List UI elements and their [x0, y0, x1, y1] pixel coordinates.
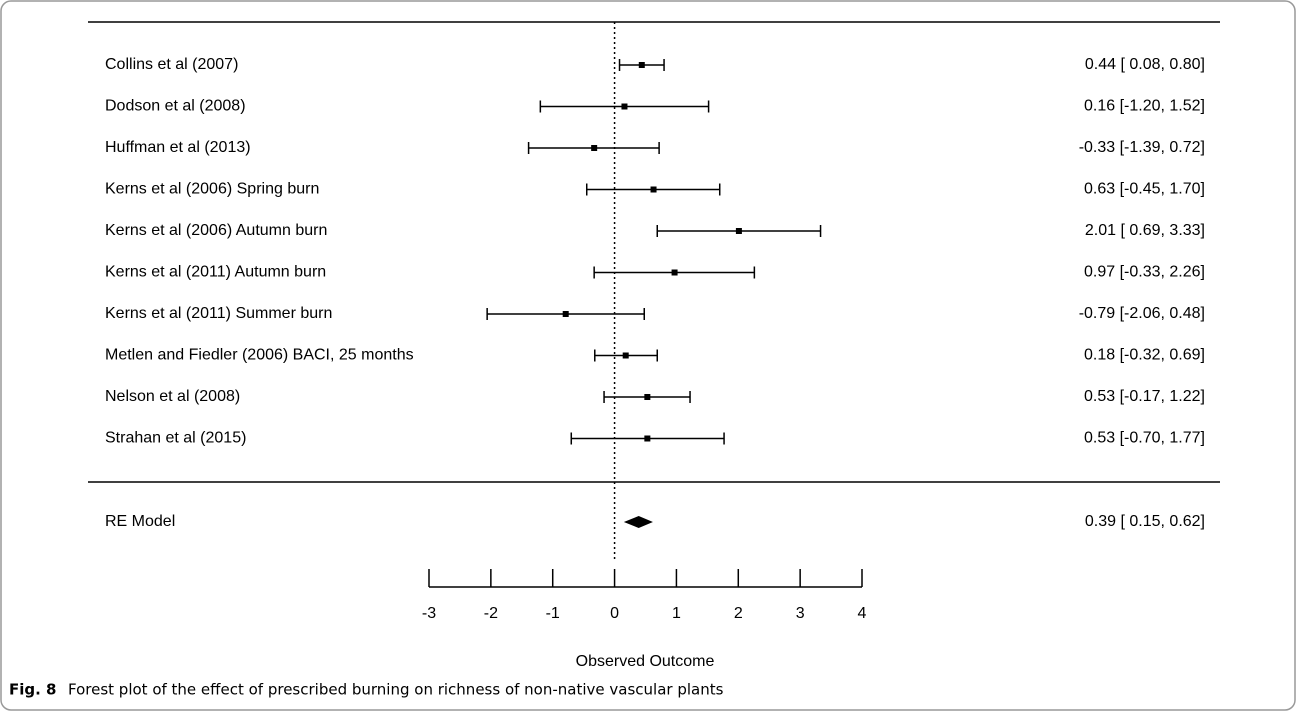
caption-label: Fig. 8 [9, 681, 56, 699]
study-label: Kerns et al (2011) Autumn burn [105, 264, 326, 281]
x-tick-label: -3 [422, 605, 436, 622]
point-estimate [562, 311, 569, 317]
point-estimate [644, 394, 651, 400]
point-estimate [650, 186, 657, 193]
point-estimate [644, 435, 651, 442]
summary-label: RE Model [105, 513, 175, 530]
value-label: 0.53 [-0.17, 1.22] [1084, 388, 1205, 405]
x-tick-label: -2 [484, 605, 498, 622]
value-label: 0.44 [ 0.08, 0.80] [1085, 56, 1205, 73]
point-estimate [638, 62, 645, 68]
x-tick-label: 0 [610, 605, 619, 622]
value-label: 0.63 [-0.45, 1.70] [1084, 181, 1205, 198]
x-tick-label: 2 [734, 605, 743, 622]
summary-diamond [623, 516, 653, 528]
study-label: Metlen and Fiedler (2006) BACI, 25 month… [105, 347, 414, 364]
summary-value-label: 0.39 [ 0.15, 0.62] [1085, 513, 1205, 530]
x-tick-label: 4 [858, 605, 867, 622]
point-estimate [735, 228, 742, 234]
study-label: Collins et al (2007) [105, 56, 238, 73]
study-label: Dodson et al (2008) [105, 98, 246, 115]
study-label: Kerns et al (2006) Autumn burn [105, 222, 327, 239]
point-estimate [622, 352, 629, 359]
study-label: Strahan et al (2015) [105, 430, 246, 447]
value-label: 2.01 [ 0.69, 3.33] [1085, 222, 1205, 239]
x-tick-label: -1 [546, 605, 560, 622]
x-axis-label: Observed Outcome [576, 653, 715, 670]
value-label: 0.53 [-0.70, 1.77] [1084, 430, 1205, 447]
value-label: 0.18 [-0.32, 0.69] [1084, 347, 1205, 364]
point-estimate [591, 145, 598, 151]
study-label: Huffman et al (2013) [105, 139, 251, 156]
value-label: 0.97 [-0.33, 2.26] [1084, 264, 1205, 281]
x-tick-label: 3 [796, 605, 805, 622]
point-estimate [621, 103, 628, 110]
study-label: Nelson et al (2008) [105, 388, 240, 405]
study-label: Kerns et al (2006) Spring burn [105, 181, 319, 198]
value-label: -0.79 [-2.06, 0.48] [1079, 305, 1205, 322]
value-label: -0.33 [-1.39, 0.72] [1079, 139, 1205, 156]
value-label: 0.16 [-1.20, 1.52] [1084, 98, 1205, 115]
study-label: Kerns et al (2011) Summer burn [105, 305, 332, 322]
caption-text: Forest plot of the effect of prescribed … [68, 681, 724, 699]
point-estimate [671, 269, 678, 276]
x-tick-label: 1 [672, 605, 681, 622]
